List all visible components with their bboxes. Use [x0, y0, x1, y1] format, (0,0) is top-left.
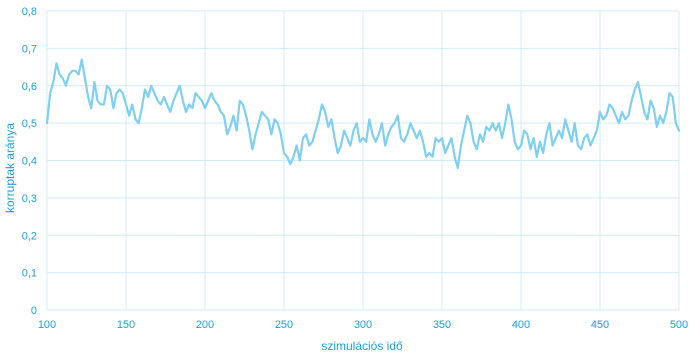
y-tick-label: 0,8	[22, 6, 37, 18]
x-tick-label: 350	[433, 319, 451, 331]
y-tick-label: 0,7	[22, 43, 37, 55]
x-tick-label: 250	[275, 319, 293, 331]
x-tick-label: 150	[117, 319, 135, 331]
x-tick-label: 400	[512, 319, 530, 331]
x-tick-label: 450	[591, 319, 609, 331]
x-axis-ticks: 100 150 200 250 300 350 400 450 500	[38, 319, 688, 331]
y-tick-label: 0	[31, 305, 37, 317]
series-line	[45, 58, 681, 170]
y-tick-label: 0,2	[22, 230, 37, 242]
x-tick-label: 100	[38, 319, 56, 331]
y-axis-ticks: 0 0,1 0,2 0,3 0,4 0,5 0,6 0,7 0,8	[22, 6, 37, 317]
x-axis-title: szimulációs idő	[321, 339, 403, 353]
y-tick-label: 0,4	[22, 156, 37, 168]
y-tick-label: 0,1	[22, 268, 37, 280]
y-tick-label: 0,6	[22, 81, 37, 93]
y-tick-label: 0,3	[22, 193, 37, 205]
x-tick-label: 300	[354, 319, 372, 331]
y-axis-title: korruptak aránya	[3, 123, 17, 213]
x-tick-label: 200	[196, 319, 214, 331]
y-tick-label: 0,5	[22, 118, 37, 130]
gridlines	[46, 10, 680, 311]
x-tick-label: 500	[670, 319, 688, 331]
series-layer	[45, 58, 681, 170]
